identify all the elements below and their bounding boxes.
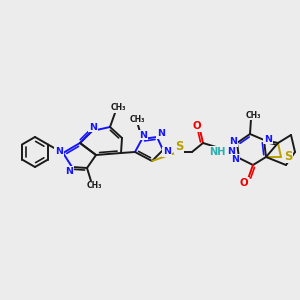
- Text: O: O: [240, 178, 248, 188]
- Text: N: N: [231, 154, 239, 164]
- Text: N: N: [55, 148, 63, 157]
- Text: O: O: [193, 121, 201, 131]
- Text: N: N: [157, 130, 165, 139]
- Text: N: N: [65, 167, 73, 176]
- Text: N: N: [163, 148, 171, 157]
- Text: NH: NH: [209, 147, 225, 157]
- Text: N: N: [89, 122, 97, 131]
- Text: CH₃: CH₃: [129, 116, 145, 124]
- Text: N: N: [139, 130, 147, 140]
- Text: S: S: [175, 140, 183, 154]
- Text: S: S: [284, 149, 292, 163]
- Text: N: N: [229, 137, 237, 146]
- Text: CH₃: CH₃: [245, 110, 261, 119]
- Text: N: N: [264, 134, 272, 143]
- Text: N: N: [227, 148, 235, 157]
- Text: CH₃: CH₃: [110, 103, 126, 112]
- Text: CH₃: CH₃: [86, 182, 102, 190]
